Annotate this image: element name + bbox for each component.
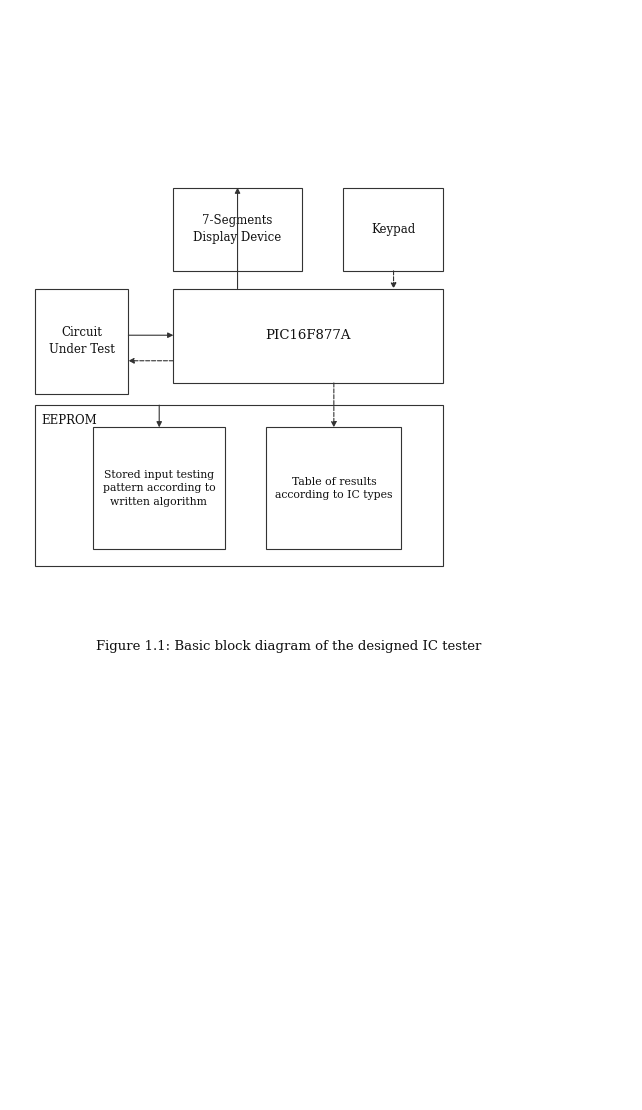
Text: Stored input testing
pattern according to
written algorithm: Stored input testing pattern according t…: [103, 471, 215, 506]
Text: Figure 1.1: Basic block diagram of the designed IC tester: Figure 1.1: Basic block diagram of the d…: [96, 639, 482, 653]
Text: 7-Segments
Display Device: 7-Segments Display Device: [193, 214, 282, 244]
Text: EEPROM: EEPROM: [42, 414, 98, 427]
Bar: [173, 188, 302, 271]
Bar: [173, 289, 443, 383]
Bar: [93, 427, 225, 549]
Bar: [35, 405, 443, 566]
Text: Table of results
according to IC types: Table of results according to IC types: [275, 477, 393, 500]
Text: Keypad: Keypad: [371, 223, 415, 235]
Bar: [266, 427, 401, 549]
Text: Circuit
Under Test: Circuit Under Test: [49, 326, 115, 356]
Bar: [35, 289, 128, 394]
Bar: [343, 188, 443, 271]
Text: PIC16F877A: PIC16F877A: [265, 330, 351, 342]
